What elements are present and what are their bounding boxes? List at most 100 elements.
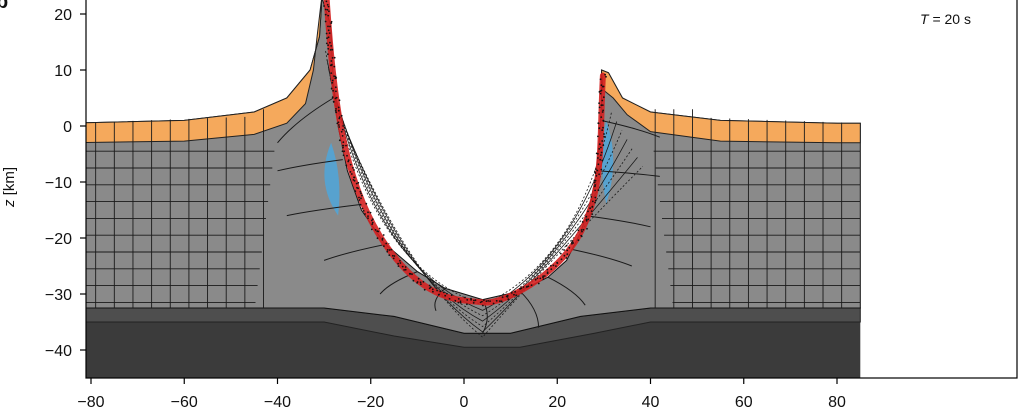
- fault-particle: [448, 297, 451, 300]
- x-tick-label: 40: [642, 394, 660, 411]
- fault-particle: [335, 111, 337, 114]
- fault-particle: [585, 218, 588, 221]
- fault-particle: [581, 230, 583, 233]
- fault-particle: [601, 104, 604, 106]
- fault-particle: [598, 127, 601, 130]
- fault-particle: [555, 265, 557, 267]
- fault-particle: [594, 179, 597, 182]
- fault-particle: [501, 296, 504, 298]
- fault-particle: [374, 229, 377, 231]
- fault-particle: [357, 181, 360, 184]
- fault-particle: [507, 298, 510, 300]
- fault-particle: [326, 3, 329, 6]
- mesh-line: [571, 248, 632, 267]
- fault-particle: [600, 146, 602, 149]
- fault-particle: [376, 237, 379, 240]
- fault-particle: [347, 159, 350, 162]
- fault-particle: [466, 299, 469, 301]
- fault-particle: [331, 81, 334, 84]
- fault-particle: [603, 135, 606, 138]
- fault-particle: [333, 75, 335, 77]
- fault-particle: [580, 235, 583, 238]
- fault-particle: [419, 281, 422, 284]
- fault-particle: [546, 268, 549, 271]
- fault-particle: [596, 169, 599, 172]
- fault-particle: [568, 246, 571, 249]
- fault-particle: [439, 290, 442, 293]
- mesh-line: [600, 119, 660, 138]
- fault-particle: [581, 221, 584, 223]
- fault-particle: [444, 294, 447, 297]
- fault-particle: [495, 299, 498, 302]
- fault-particle: [345, 164, 348, 167]
- fault-particle: [591, 200, 594, 203]
- fault-particle: [331, 48, 334, 51]
- fault-particle: [341, 135, 344, 137]
- fault-particle: [589, 207, 591, 210]
- fault-particle: [594, 172, 597, 175]
- fault-particle: [598, 102, 600, 105]
- fault-particle: [580, 229, 583, 231]
- fault-particle: [590, 210, 593, 213]
- mesh-line: [329, 77, 628, 322]
- x-axis: −80 −60 −40 −20 0 20 40 60 80: [77, 378, 846, 411]
- fault-particle: [587, 210, 589, 213]
- fault-particle: [383, 245, 385, 248]
- fault-particle: [550, 264, 552, 267]
- fault-particle: [602, 144, 605, 147]
- fault-particle: [362, 210, 365, 212]
- fault-particle: [563, 249, 565, 251]
- fault-particle: [325, 0, 328, 3]
- fault-particle: [370, 228, 373, 231]
- fault-particle: [542, 275, 545, 277]
- fault-particle: [602, 85, 605, 88]
- fault-particle: [586, 227, 588, 230]
- fault-particle: [325, 32, 328, 35]
- fault-particle: [330, 87, 333, 90]
- fault-particle: [327, 44, 329, 47]
- fault-particle: [550, 268, 553, 271]
- fault-particle: [353, 169, 355, 171]
- fault-particle: [359, 203, 362, 206]
- fault-particle: [563, 254, 566, 257]
- sediment-layer-right: [600, 69, 861, 144]
- fault-particle: [594, 189, 596, 192]
- fault-particle: [470, 298, 472, 301]
- fault-particle: [599, 78, 602, 81]
- fault-particle: [342, 154, 345, 157]
- fault-particle: [356, 186, 358, 189]
- fault-particle: [492, 302, 495, 305]
- fault-particle: [403, 269, 405, 271]
- fault-particle: [428, 284, 431, 287]
- mesh-line: [334, 104, 644, 338]
- fault-particle: [333, 56, 336, 59]
- y-axis-title: z [km]: [1, 167, 18, 208]
- fault-particle: [560, 258, 563, 261]
- fault-particle: [334, 77, 337, 80]
- fault-particle: [332, 100, 335, 103]
- fault-particle: [519, 287, 521, 290]
- fault-particle: [481, 300, 483, 303]
- fault-particle: [371, 218, 374, 221]
- y-axis-title-variable: z: [1, 199, 18, 208]
- fault-particle: [472, 302, 475, 304]
- fault-particle: [338, 99, 341, 102]
- fault-particle: [515, 294, 518, 297]
- fault-particle: [331, 57, 334, 59]
- fault-particle: [459, 300, 462, 303]
- fault-particle: [571, 240, 574, 242]
- fault-particle: [386, 250, 389, 253]
- fault-particle: [599, 90, 602, 92]
- fault-particle: [325, 42, 328, 45]
- fault-particle: [474, 299, 477, 302]
- fault-particle: [602, 109, 604, 112]
- fault-particle: [513, 293, 515, 296]
- fault-particle: [604, 73, 606, 76]
- fault-particle: [350, 173, 353, 175]
- fault-zone-particles: [323, 0, 607, 307]
- fault-particle: [565, 257, 568, 259]
- y-tick-label: −40: [45, 343, 72, 360]
- fault-particle: [338, 126, 341, 128]
- fault-particle: [381, 239, 384, 241]
- fault-particle: [329, 25, 331, 28]
